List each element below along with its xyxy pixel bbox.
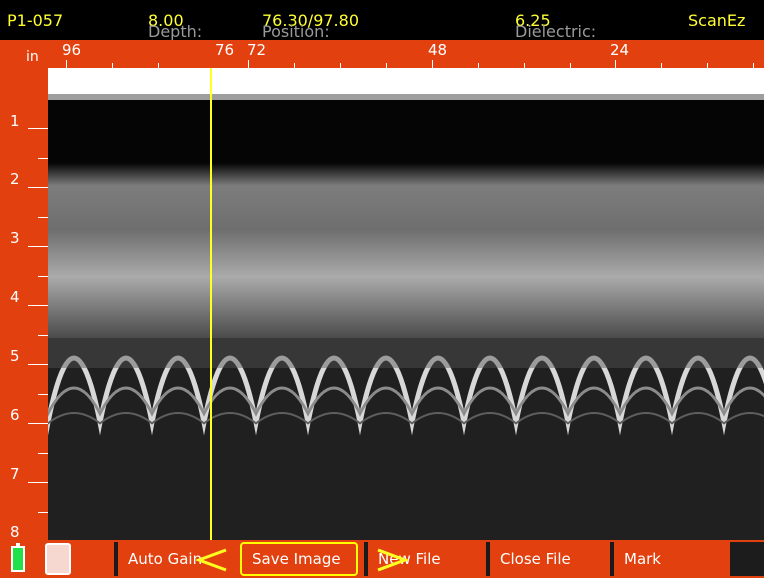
ruler-tick bbox=[158, 63, 159, 68]
ruler-tick bbox=[340, 63, 341, 68]
ruler-tick bbox=[707, 63, 708, 68]
depth-tick bbox=[28, 187, 48, 188]
depth-tick bbox=[38, 158, 48, 159]
ruler-tick bbox=[294, 63, 295, 68]
depth-tick bbox=[38, 335, 48, 336]
softkey-end-spacer bbox=[730, 542, 764, 576]
dielectric-value: 6.25 bbox=[515, 11, 551, 30]
vertical-ruler: 1 2 3 4 5 6 7 8 bbox=[0, 68, 48, 541]
save-image-button[interactable]: Save Image bbox=[240, 542, 358, 576]
mark-label: Mark bbox=[624, 550, 661, 568]
ruler-tick bbox=[248, 60, 249, 68]
depth-label-8: 8 bbox=[10, 523, 20, 541]
depth-label-2: 2 bbox=[10, 170, 20, 188]
status-bar: P1-057 Depth: 8.00 Position: 76.30/97.80 … bbox=[0, 0, 764, 41]
depth-tick bbox=[28, 482, 48, 483]
battery-icon bbox=[11, 543, 25, 572]
ruler-tick bbox=[661, 63, 662, 68]
depth-label-4: 4 bbox=[10, 288, 20, 306]
softkey-bar: Auto Gain Save Image New File Close File… bbox=[0, 540, 764, 578]
ruler-tick bbox=[478, 63, 479, 68]
ruler-tick bbox=[524, 63, 525, 68]
chevron-left-icon[interactable] bbox=[196, 548, 228, 572]
close-file-label: Close File bbox=[500, 550, 571, 568]
depth-tick bbox=[38, 217, 48, 218]
ruler-label-48: 48 bbox=[428, 41, 448, 59]
horizontal-ruler: in 96 76 72 48 24 bbox=[0, 40, 764, 68]
depth-tick bbox=[28, 364, 48, 365]
depth-readout: Depth: 8.00 bbox=[148, 11, 203, 41]
ruler-tick bbox=[112, 63, 113, 68]
save-image-label: Save Image bbox=[252, 550, 341, 568]
ruler-label-96: 96 bbox=[62, 41, 82, 59]
mark-button[interactable]: Mark bbox=[610, 542, 730, 576]
chevron-right-icon[interactable] bbox=[376, 548, 408, 572]
depth-label-3: 3 bbox=[10, 229, 20, 247]
depth-label-7: 7 bbox=[10, 465, 20, 483]
position-cursor[interactable] bbox=[210, 68, 212, 540]
depth-tick bbox=[38, 453, 48, 454]
storage-card-icon bbox=[45, 543, 71, 575]
auto-gain-label: Auto Gain bbox=[128, 550, 203, 568]
subsurface-band bbox=[48, 163, 764, 353]
depth-tick bbox=[28, 246, 48, 247]
ruler-tick bbox=[432, 60, 433, 68]
depth-tick bbox=[28, 305, 48, 306]
rebar-hyperbolas bbox=[48, 338, 764, 540]
depth-label-5: 5 bbox=[10, 347, 20, 365]
depth-label-6: 6 bbox=[10, 406, 20, 424]
ruler-tick bbox=[615, 60, 616, 68]
ruler-tick bbox=[386, 63, 387, 68]
ruler-label-24: 24 bbox=[610, 41, 630, 59]
radar-scan-view[interactable] bbox=[48, 68, 764, 540]
depth-tick bbox=[38, 394, 48, 395]
auto-gain-button[interactable]: Auto Gain bbox=[114, 542, 236, 576]
depth-tick bbox=[38, 276, 48, 277]
dielectric-readout: Dielectric: 6.25 bbox=[515, 11, 597, 41]
depth-tick bbox=[28, 128, 48, 129]
file-id: P1-057 bbox=[7, 11, 64, 30]
ruler-tick bbox=[66, 60, 67, 68]
depth-value: 8.00 bbox=[148, 11, 184, 30]
app-name: ScanEz bbox=[688, 11, 746, 30]
depth-label-1: 1 bbox=[10, 112, 20, 130]
surface-reflection bbox=[48, 68, 764, 94]
ruler-tick bbox=[570, 63, 571, 68]
ruler-unit: in bbox=[26, 49, 39, 65]
depth-tick bbox=[38, 512, 48, 513]
ruler-label-76: 76 bbox=[215, 41, 235, 59]
ruler-tick bbox=[753, 63, 754, 68]
depth-tick bbox=[28, 423, 48, 424]
position-value: 76.30/97.80 bbox=[262, 11, 359, 30]
position-readout: Position: 76.30/97.80 bbox=[262, 11, 359, 41]
ruler-label-72: 72 bbox=[247, 41, 267, 59]
radargram-image bbox=[48, 68, 764, 540]
close-file-button[interactable]: Close File bbox=[486, 542, 608, 576]
